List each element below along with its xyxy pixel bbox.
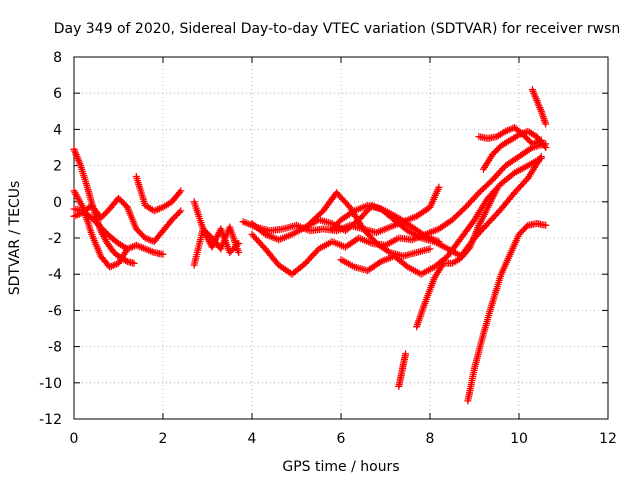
y-tick-label: 2 [53, 159, 62, 175]
x-tick-label: 12 [599, 431, 617, 447]
y-tick-label: -6 [48, 303, 62, 319]
series-markers [70, 187, 167, 271]
x-tick-label: 6 [337, 431, 346, 447]
series-track-12 [328, 153, 545, 260]
y-axis-label: SDTVAR / TECUs [7, 181, 23, 296]
y-tick-label: -2 [48, 231, 62, 247]
x-tick-label: 4 [248, 431, 257, 447]
series-markers [413, 185, 501, 331]
series-track-18 [479, 127, 550, 173]
series-track-13 [337, 154, 545, 278]
series-markers [337, 154, 545, 278]
series-markers [190, 223, 243, 269]
x-tick-label: 10 [510, 431, 528, 447]
y-tick-label: 0 [53, 195, 62, 211]
chart-title: Day 349 of 2020, Sidereal Day-to-day VTE… [54, 21, 621, 37]
series-track-5 [132, 173, 185, 215]
tick-labels: 0 2 4 6 8 10 12 8 6 4 2 0 -2 -4 -6 -8 -10 -12 [39, 50, 617, 447]
x-tick-label: 8 [426, 431, 435, 447]
series-markers [132, 173, 185, 215]
series-markers [70, 194, 185, 246]
x-tick-label: 0 [70, 431, 79, 447]
series-markers [328, 153, 545, 260]
x-tick-label: 2 [159, 431, 168, 447]
series-markers [464, 220, 550, 405]
series-markers [306, 189, 434, 260]
y-tick-label: -8 [48, 340, 62, 356]
series-markers [479, 127, 550, 173]
series-track-15 [413, 185, 501, 331]
series-group [70, 86, 550, 405]
series-track-7 [190, 223, 243, 269]
y-tick-label: -12 [39, 412, 62, 428]
series-track-11 [306, 189, 434, 260]
y-tick-label: -4 [48, 267, 62, 283]
series-track-14 [395, 350, 409, 390]
series-markers [528, 86, 550, 128]
y-tick-label: 4 [53, 122, 62, 138]
series-track-19 [528, 86, 550, 128]
plot-frame [73, 56, 609, 420]
x-axis-label: GPS time / hours [282, 459, 399, 475]
y-tick-label: 8 [53, 50, 62, 66]
y-tick-label: -10 [39, 376, 62, 392]
series-track-16 [464, 220, 550, 405]
y-tick-label: 6 [53, 86, 62, 102]
series-track-4 [70, 194, 185, 246]
series-track-2 [70, 187, 167, 271]
series-markers [395, 350, 409, 390]
